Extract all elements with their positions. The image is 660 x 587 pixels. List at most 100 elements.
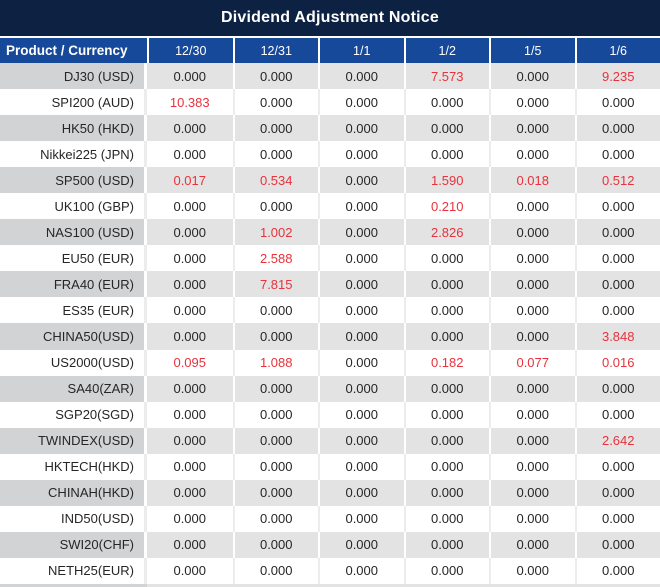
value-cell: 0.000: [318, 479, 404, 506]
value-cell: 0.000: [232, 401, 318, 428]
value-cell: 0.000: [147, 479, 233, 506]
value-cell: 0.534: [232, 167, 318, 194]
value-cell: 0.000: [318, 531, 404, 558]
value-cell: 0.000: [232, 297, 318, 324]
value-cell: 2.642: [574, 427, 660, 454]
product-cell: SA40(ZAR): [0, 375, 147, 402]
product-cell: NETH25(EUR): [0, 557, 147, 584]
value-cell: 1.002: [232, 219, 318, 246]
value-cell: 0.000: [574, 271, 660, 298]
value-cell: 0.000: [403, 297, 489, 324]
value-cell: 0.000: [147, 115, 233, 142]
product-cell: HKTECH(HKD): [0, 453, 147, 480]
value-cell: 0.000: [318, 297, 404, 324]
table-row: NAS100 (USD) 0.000 1.002 0.000 2.826 0.000 0.0…: [0, 219, 660, 246]
value-cell: 0.000: [574, 297, 660, 324]
value-cell: 0.000: [574, 375, 660, 402]
product-cell: UK100 (GBP): [0, 193, 147, 220]
table-row: NETH25(EUR) 0.000 0.000 0.000 0.000 0.000 0.00…: [0, 557, 660, 584]
table-row: IND50(USD) 0.000 0.000 0.000 0.000 0.000 0.000: [0, 505, 660, 532]
next-row-values-edge: [147, 583, 660, 587]
value-cell: 1.088: [232, 349, 318, 376]
date-column-header: 12/30: [147, 38, 233, 63]
product-cell: NAS100 (USD): [0, 219, 147, 246]
value-cell: 0.000: [403, 453, 489, 480]
value-cell: 0.182: [403, 349, 489, 376]
value-cell: 0.000: [489, 453, 575, 480]
value-cell: 0.000: [147, 141, 233, 168]
value-cell: 0.000: [489, 271, 575, 298]
dividend-table: Product / Currency 12/30 12/31 1/1 1/2 1/5 1/…: [0, 38, 660, 584]
value-cell: 0.000: [318, 245, 404, 272]
value-cell: 0.000: [147, 531, 233, 558]
value-cell: 0.000: [574, 245, 660, 272]
value-cell: 0.000: [318, 401, 404, 428]
product-cell: CHINA50(USD): [0, 323, 147, 350]
product-currency-header: Product / Currency: [0, 38, 147, 63]
value-cell: 0.000: [574, 89, 660, 116]
product-cell: DJ30 (USD): [0, 63, 147, 90]
value-cell: 0.000: [318, 219, 404, 246]
value-cell: 0.000: [318, 323, 404, 350]
value-cell: 0.000: [403, 141, 489, 168]
value-cell: 0.000: [489, 505, 575, 532]
value-cell: 0.000: [147, 63, 233, 90]
value-cell: 7.573: [403, 63, 489, 90]
value-cell: 0.000: [489, 89, 575, 116]
date-column-header: 1/5: [489, 38, 575, 63]
product-cell: SPI200 (AUD): [0, 89, 147, 116]
value-cell: 0.000: [574, 505, 660, 532]
product-cell: HK50 (HKD): [0, 115, 147, 142]
value-cell: 0.000: [574, 453, 660, 480]
value-cell: 0.077: [489, 349, 575, 376]
value-cell: 0.000: [489, 141, 575, 168]
value-cell: 0.000: [489, 531, 575, 558]
value-cell: 0.000: [489, 63, 575, 90]
table-row: FRA40 (EUR) 0.000 7.815 0.000 0.000 0.000 0.00…: [0, 271, 660, 298]
value-cell: 0.000: [147, 245, 233, 272]
table-row: HK50 (HKD) 0.000 0.000 0.000 0.000 0.000 0.000: [0, 115, 660, 142]
table-row: SA40(ZAR) 0.000 0.000 0.000 0.000 0.000 0.000: [0, 375, 660, 402]
value-cell: 0.000: [574, 115, 660, 142]
value-cell: 0.000: [489, 427, 575, 454]
date-column-header: 1/2: [403, 38, 489, 63]
value-cell: 0.000: [489, 219, 575, 246]
product-cell: SGP20(SGD): [0, 401, 147, 428]
table-row: US2000(USD) 0.095 1.088 0.000 0.182 0.077 0.01…: [0, 349, 660, 376]
value-cell: 0.000: [232, 505, 318, 532]
value-cell: 0.512: [574, 167, 660, 194]
value-cell: 0.000: [232, 531, 318, 558]
product-cell: TWINDEX(USD): [0, 427, 147, 454]
value-cell: 0.000: [489, 479, 575, 506]
next-row-product-cell-edge: [0, 583, 147, 587]
page-title: Dividend Adjustment Notice: [0, 0, 660, 36]
value-cell: 0.000: [147, 297, 233, 324]
table-row: Nikkei225 (JPN) 0.000 0.000 0.000 0.000 0.000…: [0, 141, 660, 168]
value-cell: 0.000: [574, 141, 660, 168]
table-row: CHINAH(HKD) 0.000 0.000 0.000 0.000 0.000 0.00…: [0, 479, 660, 506]
value-cell: 0.000: [318, 141, 404, 168]
value-cell: 0.000: [489, 115, 575, 142]
value-cell: 3.848: [574, 323, 660, 350]
table-row: EU50 (EUR) 0.000 2.588 0.000 0.000 0.000 0.000: [0, 245, 660, 272]
value-cell: 0.000: [147, 453, 233, 480]
value-cell: 0.000: [147, 323, 233, 350]
value-cell: 0.000: [232, 115, 318, 142]
value-cell: 0.018: [489, 167, 575, 194]
value-cell: 0.000: [574, 557, 660, 584]
table-row: TWINDEX(USD) 0.000 0.000 0.000 0.000 0.000 2.6…: [0, 427, 660, 454]
value-cell: 0.000: [403, 271, 489, 298]
value-cell: 0.000: [147, 427, 233, 454]
product-cell: EU50 (EUR): [0, 245, 147, 272]
value-cell: 0.000: [318, 115, 404, 142]
value-cell: 0.000: [232, 89, 318, 116]
table-row: ES35 (EUR) 0.000 0.000 0.000 0.000 0.000 0.000: [0, 297, 660, 324]
value-cell: 2.588: [232, 245, 318, 272]
value-cell: 0.000: [318, 375, 404, 402]
value-cell: 0.000: [403, 531, 489, 558]
value-cell: 0.000: [318, 63, 404, 90]
value-cell: 0.000: [232, 453, 318, 480]
value-cell: 0.000: [318, 427, 404, 454]
value-cell: 0.000: [232, 141, 318, 168]
